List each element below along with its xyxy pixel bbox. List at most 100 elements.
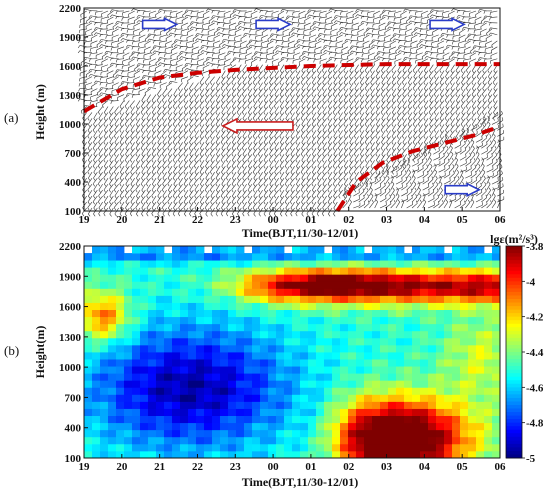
wind-barb-flag: [142, 16, 144, 20]
wind-barb: [186, 68, 194, 71]
wind-barb-flag: [248, 166, 251, 169]
wind-barb: [146, 118, 151, 125]
wind-barb: [311, 106, 317, 113]
wind-barb-flag: [221, 39, 225, 42]
wind-barb-flag: [365, 118, 368, 121]
wind-barb-flag: [124, 159, 127, 163]
wind-barb-flag: [220, 213, 223, 217]
wind-barb-flag: [216, 118, 219, 122]
wind-barb: [199, 172, 205, 178]
wind-barb-flag: [141, 154, 144, 157]
wind-barb: [170, 58, 178, 61]
wind-barb-flag: [120, 136, 123, 139]
wind-barb-flag: [279, 165, 282, 169]
wind-barb-flag: [439, 135, 442, 139]
wind-barb: [347, 52, 354, 57]
wind-barb-flag: [464, 147, 467, 151]
wind-barb: [113, 70, 119, 76]
wind-barb: [173, 142, 178, 149]
wind-barb: [98, 201, 103, 209]
wind-barb-flag: [333, 20, 337, 24]
wind-barb-flag: [338, 177, 341, 181]
wind-barb: [427, 179, 434, 185]
wind-barb: [216, 201, 221, 209]
wind-barb-flag: [114, 147, 117, 151]
wind-barb-flag: [301, 142, 304, 145]
wind-barb-flag: [437, 38, 440, 42]
wind-barb: [269, 88, 274, 95]
wind-barb: [413, 142, 418, 149]
wind-barb-flag: [109, 213, 112, 217]
wind-barb-flag: [157, 130, 160, 133]
wind-barb: [373, 58, 381, 63]
wind-barb: [370, 160, 375, 167]
wind-barb-flag: [473, 152, 476, 155]
wind-barb: [471, 124, 477, 131]
wind-barb-flag: [457, 53, 459, 57]
wind-barb-flag: [114, 142, 117, 145]
wind-barb-flag: [392, 76, 395, 80]
wind-barb: [205, 82, 210, 89]
wind-barb: [349, 106, 354, 113]
wind-barb: [223, 33, 231, 36]
wind-barb: [343, 76, 349, 83]
wind-barb: [322, 195, 327, 203]
wind-barb-flag: [391, 87, 394, 91]
wind-barb: [234, 9, 242, 12]
wind-barb-flag: [403, 8, 406, 12]
wind-barb-flag: [103, 195, 106, 199]
wind-barb: [365, 124, 370, 131]
wind-barb: [363, 203, 370, 209]
wind-barb: [463, 10, 471, 13]
wind-barb: [455, 88, 461, 95]
wind-barb-flag: [386, 93, 389, 97]
wind-barb: [376, 64, 381, 71]
wind-barb-flag: [434, 169, 438, 173]
wind-barb-flag: [285, 177, 288, 181]
wind-barb-flag: [189, 154, 192, 157]
wind-barb: [352, 16, 359, 21]
wind-barb: [332, 177, 338, 184]
wind-barb: [311, 177, 317, 184]
wind-barb: [237, 82, 242, 89]
wind-barb-flag: [242, 111, 245, 115]
wind-barb-flag: [322, 213, 325, 217]
wind-barb: [87, 195, 93, 202]
wind-barb: [385, 171, 389, 179]
wind-barb: [415, 10, 423, 13]
wind-barb-flag: [121, 71, 123, 75]
wind-barb: [412, 100, 418, 107]
wind-barb: [405, 51, 413, 54]
wind-barb-flag: [142, 65, 144, 69]
wind-barb-flag: [354, 76, 357, 80]
wind-barb: [306, 148, 311, 154]
wind-barb-flag: [200, 112, 203, 116]
wind-barb-flag: [285, 154, 288, 157]
wind-barb-flag: [201, 29, 203, 33]
wind-barb-flag: [226, 87, 229, 91]
wind-barb-flag: [194, 88, 197, 91]
wind-barb-flag: [125, 118, 128, 121]
wind-barb-flag: [227, 40, 230, 44]
wind-barb: [455, 106, 461, 113]
wind-barb: [295, 183, 301, 191]
wind-barb: [407, 142, 413, 149]
wind-barb: [322, 172, 327, 178]
wind-barb-flag: [211, 15, 214, 19]
wind-barb: [325, 22, 333, 26]
wind-barb: [194, 94, 199, 101]
wind-barb: [309, 34, 317, 38]
wind-barb-flag: [301, 178, 304, 181]
wind-barb: [124, 172, 130, 178]
wind-barb-flag: [280, 70, 283, 74]
wind-barb: [156, 166, 162, 172]
wind-barb: [332, 124, 338, 131]
wind-barb: [423, 76, 429, 83]
wind-barb: [325, 50, 333, 54]
wind-barb-flag: [279, 99, 282, 103]
wind-barb-flag: [343, 105, 346, 109]
wind-barb-flag: [451, 46, 454, 50]
wind-barb-flag: [240, 38, 242, 42]
wind-barb: [401, 179, 407, 185]
wind-barb-flag: [141, 207, 144, 211]
